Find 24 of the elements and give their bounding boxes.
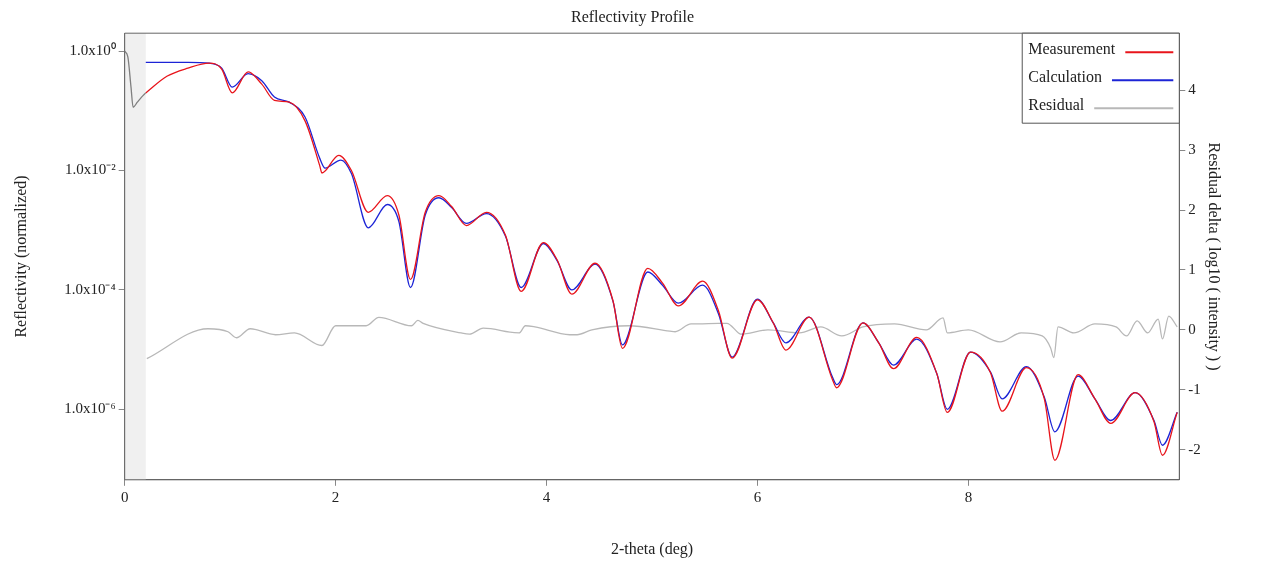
y2-axis-title: Residual delta ( log10 ( intensity ) ) <box>1205 142 1224 371</box>
y2-tick-label: 2 <box>1188 200 1196 217</box>
y-tick-label: 1.0x10⁻² <box>64 161 117 178</box>
y2-tick-label: 0 <box>1188 320 1196 337</box>
y-axis-title: Reflectivity (normalized) <box>11 175 30 338</box>
x-tick-label: 2 <box>331 488 340 505</box>
y2-tick-label: 4 <box>1188 81 1197 98</box>
x-tick-label: 6 <box>753 488 762 505</box>
line-series <box>146 315 1178 360</box>
y2-tick-label: 1 <box>1188 260 1196 277</box>
y2-tick-label: -1 <box>1188 380 1201 397</box>
y-tick-label: 1.0x10⁰ <box>69 42 116 59</box>
chart-title: Reflectivity Profile <box>570 7 695 26</box>
legend-label: Measurement <box>1028 40 1116 58</box>
y-tick-label: 1.0x10⁻⁴ <box>64 280 116 297</box>
legend-label: Calculation <box>1028 68 1102 86</box>
y2-tick-label: -2 <box>1188 440 1201 457</box>
x-tick-label: 4 <box>542 488 551 505</box>
x-tick-label: 0 <box>120 488 129 505</box>
y-tick-label: 1.0x10⁻⁶ <box>64 400 116 417</box>
y2-tick-label: 3 <box>1188 141 1196 158</box>
legend-label: Residual <box>1028 96 1085 114</box>
x-axis-title: 2-theta (deg) <box>610 539 694 558</box>
x-tick-label: 8 <box>964 488 973 505</box>
